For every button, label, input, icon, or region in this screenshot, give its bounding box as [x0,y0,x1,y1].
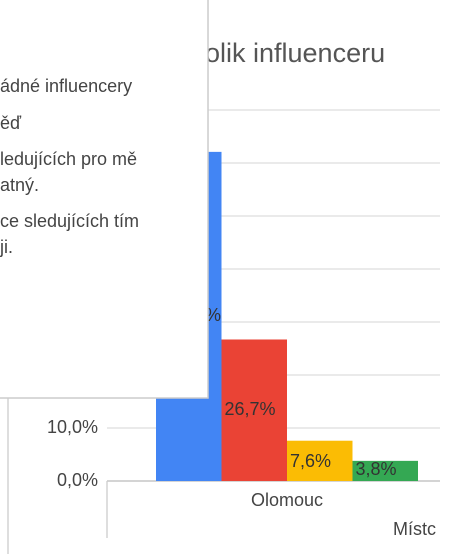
value-label: 3,8% [356,459,397,479]
legend-entry: ledujících pro mě atný. [0,149,137,195]
legend-entry: ěď [0,113,22,133]
x-tick-label: Olomouc [251,490,323,510]
legend-panel: ádné influencery ěď ledujících pro mě atný.… [0,0,209,399]
value-label: % [205,305,221,325]
legend-entry: ce sledujících tím ji. [0,211,139,257]
x-axis-label: Místc [393,519,436,539]
value-label: 26,7% [225,399,276,419]
y-tick-label: 0,0% [57,470,98,490]
bar [287,440,353,481]
bar [221,339,287,481]
chart-title: olik influenceru [205,38,385,68]
panel-box [0,0,209,399]
value-label: 7,6% [290,451,331,471]
y-tick-label: 10,0% [47,417,98,437]
legend-entry: ádné influencery [0,76,132,96]
bar [352,460,418,481]
